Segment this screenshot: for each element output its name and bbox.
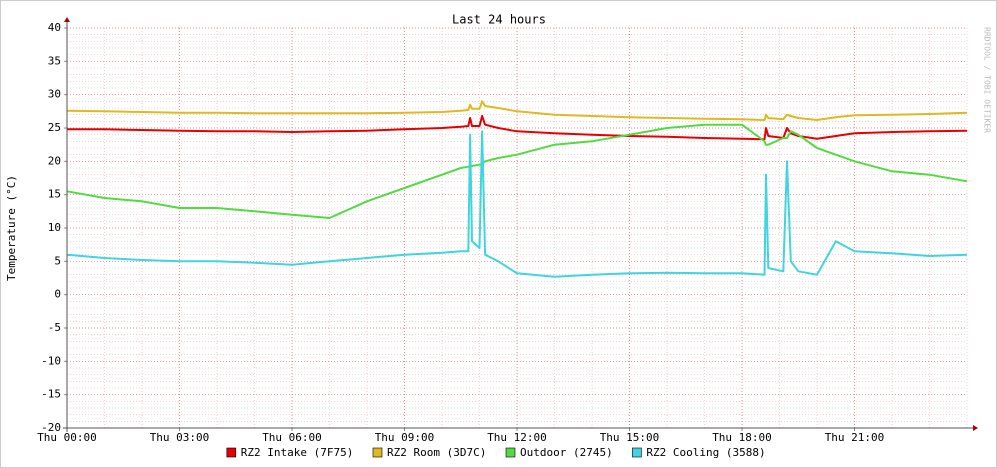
y-tick-label: -10	[41, 354, 61, 367]
y-tick-label: -5	[48, 321, 61, 334]
plot-area	[66, 27, 968, 429]
series-line	[66, 123, 968, 219]
legend-label: RZ2 Cooling (3588)	[646, 446, 765, 459]
series-line	[67, 115, 968, 141]
legend-swatch	[226, 447, 237, 458]
y-tick-label: 15	[48, 188, 61, 201]
legend-swatch	[372, 447, 383, 458]
y-axis-label: Temperature (°C)	[5, 175, 18, 281]
y-tick-label: 25	[48, 121, 61, 134]
legend-label: Outdoor (2745)	[520, 446, 613, 459]
x-tick-label: Thu 18:00	[712, 431, 772, 444]
y-arrow	[64, 17, 70, 22]
x-tick-label: Thu 03:00	[150, 431, 210, 444]
chart-title: Last 24 hours	[452, 13, 546, 27]
x-tick-label: Thu 12:00	[487, 431, 547, 444]
x-tick-label: Thu 09:00	[375, 431, 435, 444]
legend-swatch	[505, 447, 516, 458]
series-line	[66, 130, 968, 278]
x-tick-label: Thu 15:00	[600, 431, 660, 444]
y-tick-label: -15	[41, 388, 61, 401]
y-tick-label: 20	[48, 154, 61, 167]
legend: RZ2 Intake (7F75) RZ2 Room (3D7C) Outdoor …	[226, 446, 766, 459]
watermark: RRDTOOL / TOBI OETIKER	[983, 27, 992, 133]
y-tick-label: 40	[48, 21, 61, 34]
x-tick-label: Thu 00:00	[37, 431, 97, 444]
y-tick-label: 30	[48, 88, 61, 101]
y-tick-label: 35	[48, 54, 61, 67]
series-line	[66, 100, 968, 121]
y-tick-label: -20	[41, 421, 61, 434]
legend-swatch	[632, 447, 642, 458]
legend-label: RZ2 Room (3D7C)	[387, 446, 486, 459]
y-tick-label: 0	[54, 288, 61, 301]
legend-label: RZ2 Intake (7F75)	[241, 446, 354, 459]
y-tick-label: 5	[54, 254, 61, 267]
x-tick-label: Thu 21:00	[825, 431, 885, 444]
y-tick-label: 10	[48, 221, 61, 234]
x-tick-label: Thu 06:00	[262, 431, 322, 444]
x-arrow	[973, 425, 978, 431]
